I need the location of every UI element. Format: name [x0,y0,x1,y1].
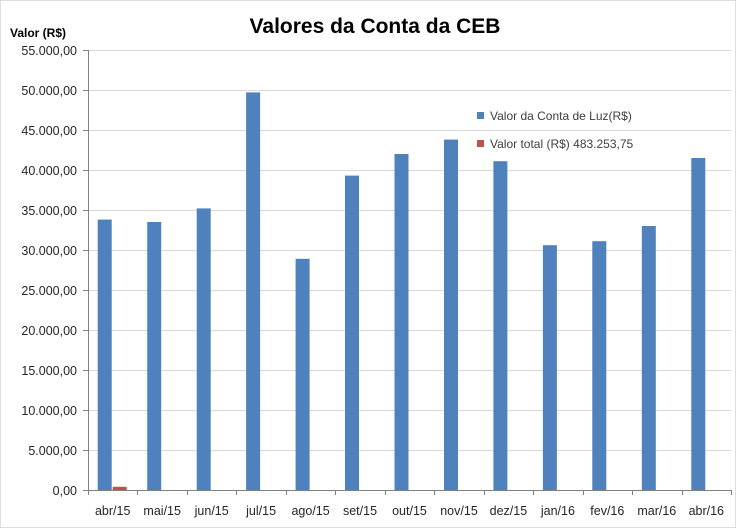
axes [88,50,731,491]
y-tick-label: 15.000,00 [21,364,77,378]
bars [97,92,706,491]
x-tick-label: abr/15 [95,504,130,518]
bar-ago-15-series-1 [295,258,310,490]
chart-title: Valores da Conta da CEB [250,15,501,38]
bar-mai-15-series-1 [147,222,162,490]
y-axis-ticks: 0,00 5.000,00 10.000,00 15.000,00 20.000,00 2… [21,44,88,498]
legend-label: Valor total (R$) 483.253,75 [490,137,634,151]
x-tick-label: fev/16 [590,504,624,518]
legend-label: Valor da Conta de Luz(R$) [490,109,632,123]
legend-swatch [477,140,484,147]
bar-dez-15-series-1 [493,161,508,490]
y-tick-label: 50.000,00 [21,84,77,98]
legend-item-1: Valor da Conta de Luz(R$) [477,109,632,123]
y-tick-label: 30.000,00 [21,244,77,258]
x-tick-label: jul/15 [245,504,276,518]
y-tick-label: 45.000,00 [21,124,77,138]
x-tick-label: nov/15 [440,504,478,518]
y-tick-label: 10.000,00 [21,404,77,418]
bar-abr-16-series-1 [691,158,706,490]
bar-jan-16-series-1 [542,245,557,490]
x-tick-label: set/15 [343,504,377,518]
bar-jul-15-series-1 [246,92,261,491]
x-tick-label: mar/16 [637,504,676,518]
legend-item-2: Valor total (R$) 483.253,75 [477,137,634,151]
y-tick-label: 55.000,00 [21,44,77,58]
bar-mar-16-series-1 [641,226,656,490]
y-axis-title: Valor (R$) [10,26,66,40]
y-tick-label: 35.000,00 [21,204,77,218]
bar-out-15-series-1 [394,154,409,490]
x-tick-label: ago/15 [291,504,329,518]
x-tick-label: jan/16 [540,504,575,518]
bar-jun-15-series-1 [196,208,211,490]
legend: Valor da Conta de Luz(R$) Valor total (R$… [477,109,634,151]
x-tick-label: jun/15 [194,504,229,518]
y-tick-label: 40.000,00 [21,164,77,178]
x-axis-ticks: abr/15 mai/15 jun/15 jul/15 ago/15 set/15 out/… [88,490,732,518]
series-1-bars [97,92,706,491]
x-tick-label: out/15 [392,504,427,518]
y-tick-label: 25.000,00 [21,284,77,298]
bar-nov-15-series-1 [444,139,458,490]
x-tick-label: dez/15 [490,504,528,518]
series-2-bars [112,486,127,490]
x-tick-label: mai/15 [143,504,181,518]
bar-abr-15-series-1 [97,219,112,490]
bar-fev-16-series-1 [592,241,607,490]
y-tick-label: 20.000,00 [21,324,77,338]
y-tick-label: 5.000,00 [28,444,77,458]
bar-abr-15-series-2 [112,486,127,490]
x-tick-label: abr/16 [689,504,724,518]
legend-swatch [477,112,484,119]
gridlines [88,50,731,451]
y-tick-label: 0,00 [53,484,77,498]
bar-set-15-series-1 [345,175,359,490]
